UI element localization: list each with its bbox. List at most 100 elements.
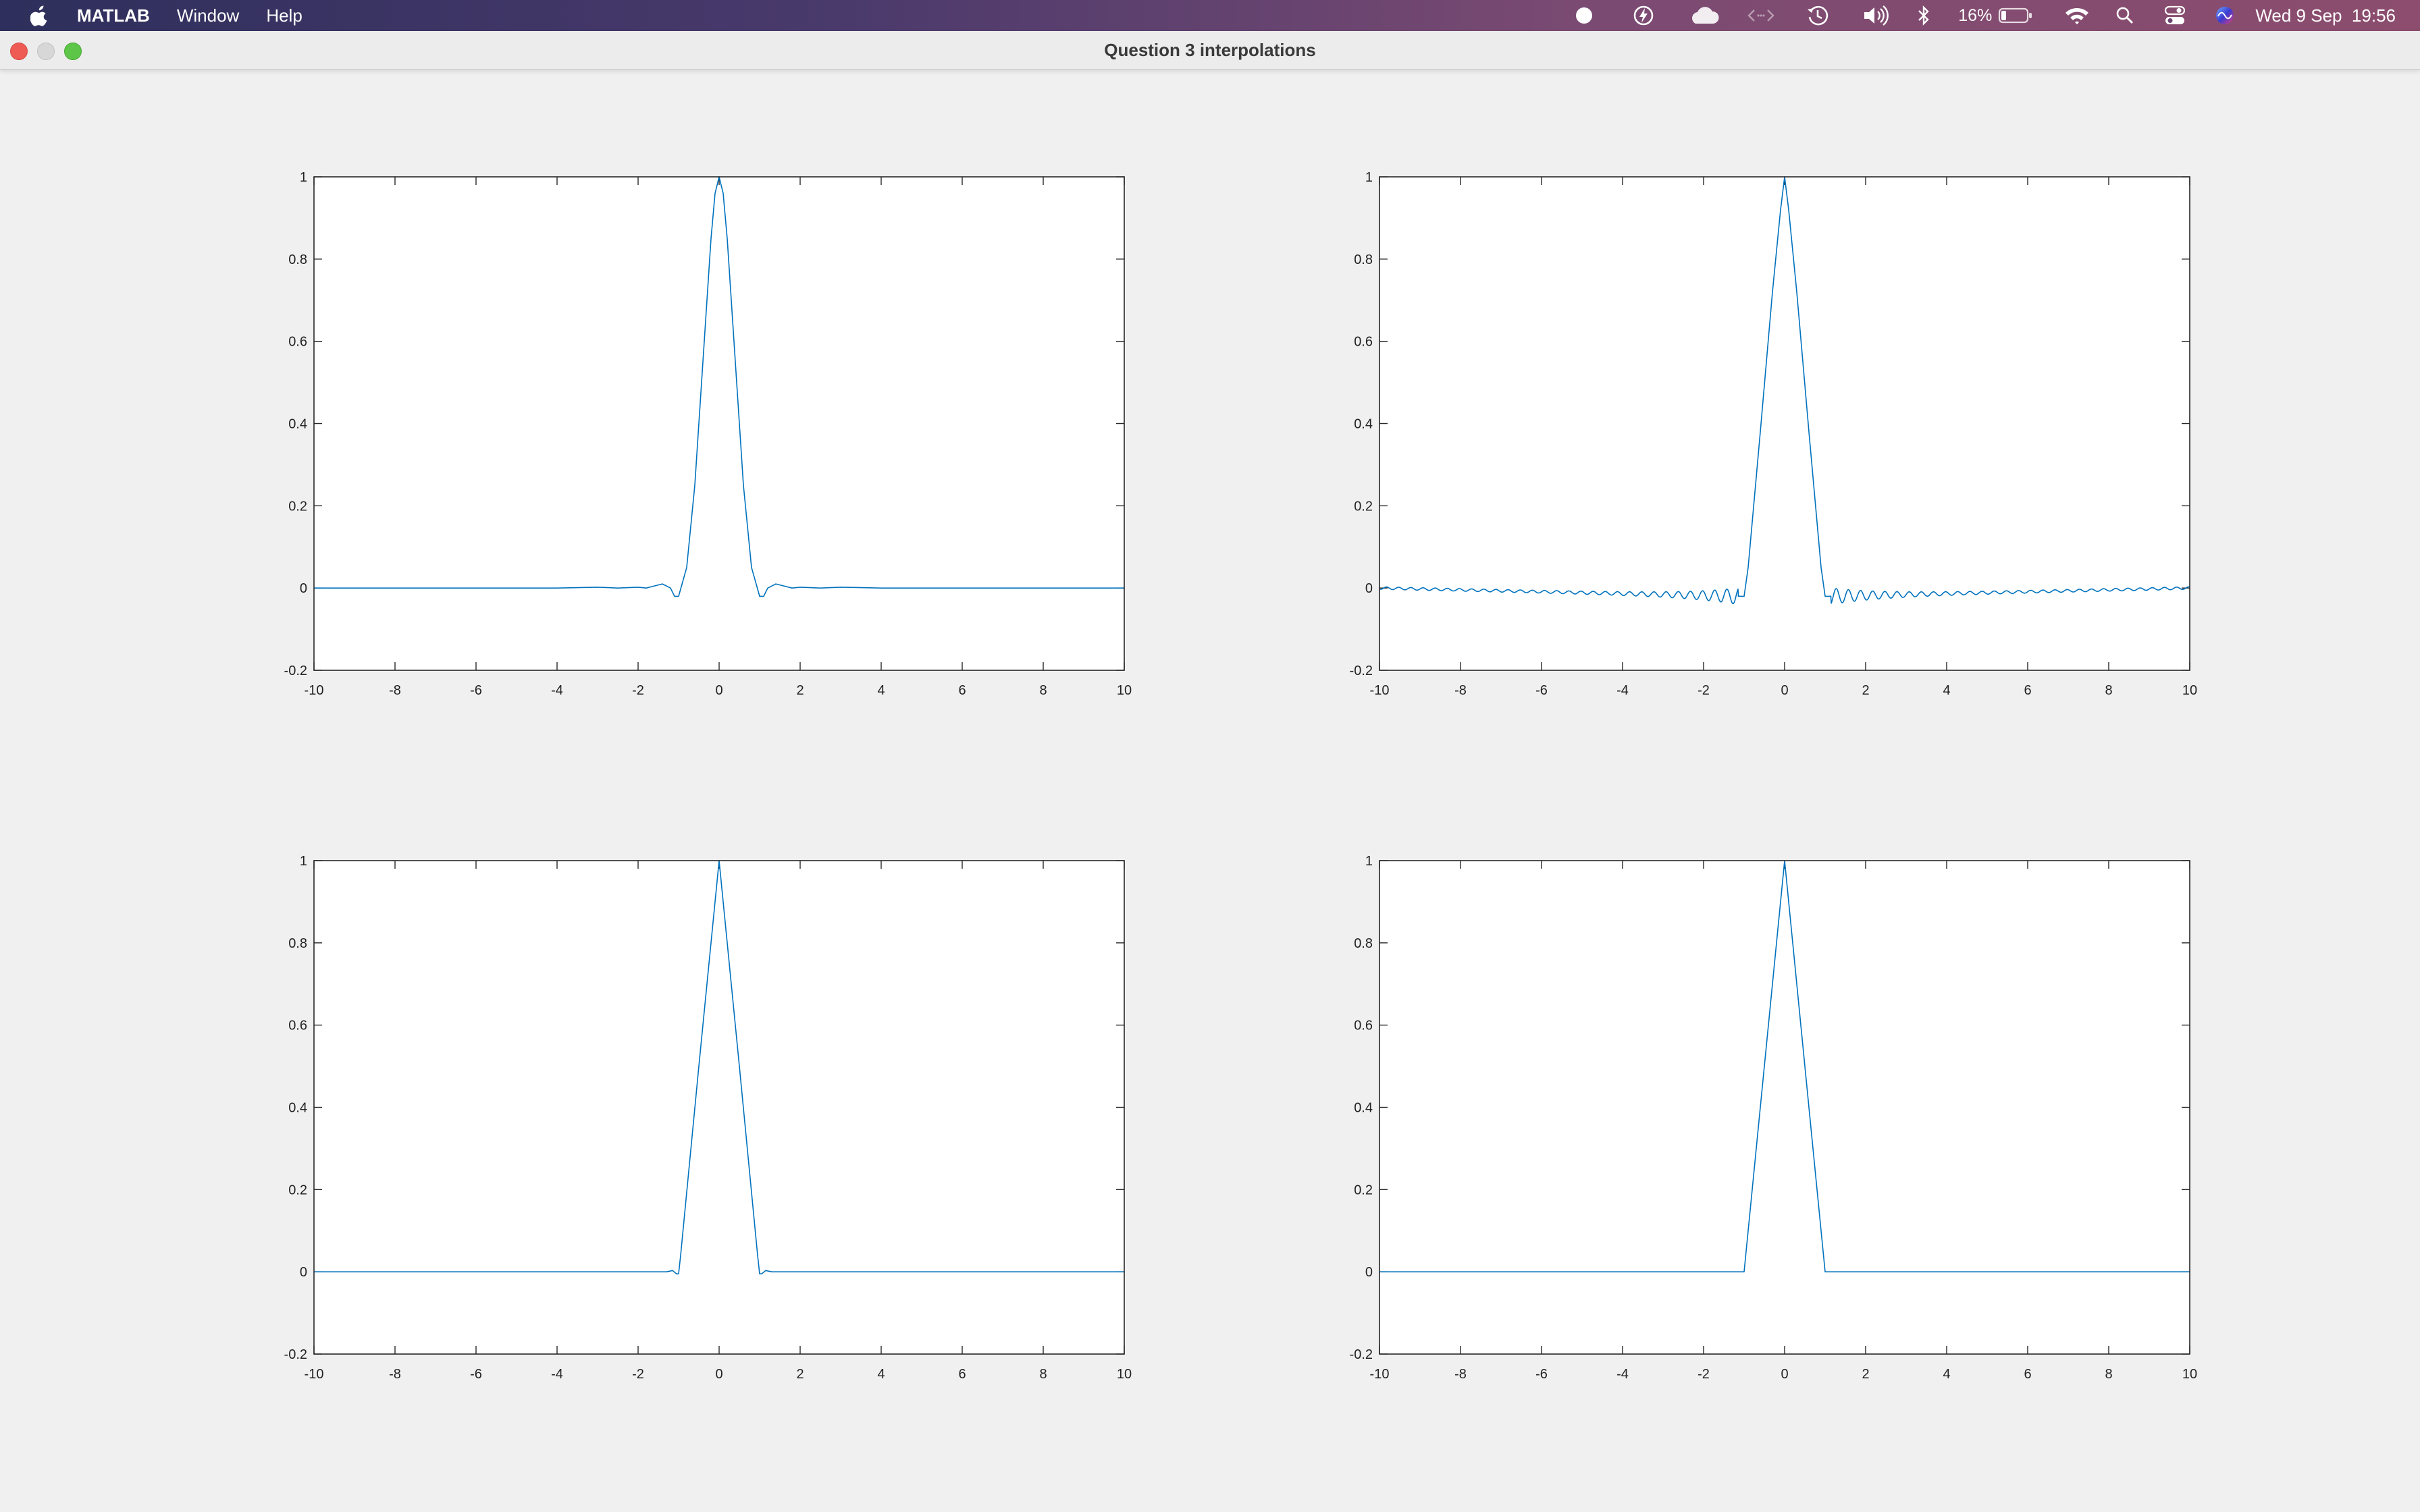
menubar-clock[interactable]: Wed 9 Sep 19:56	[2255, 5, 2396, 26]
y-tick-label: 0.4	[288, 417, 307, 432]
y-tick-label: 0	[300, 581, 307, 596]
x-tick-label: -4	[1616, 1367, 1629, 1382]
x-tick-label: -10	[1370, 683, 1390, 698]
x-tick-label: 4	[1943, 683, 1950, 698]
x-tick-label: 8	[2105, 1367, 2112, 1382]
bluetooth-icon[interactable]	[1914, 0, 1934, 31]
y-tick-label: 0.6	[288, 1019, 307, 1033]
macos-menu-bar: MATLAB Window Help 16%	[0, 0, 2420, 31]
figure-window-titlebar[interactable]: Question 3 interpolations	[0, 31, 2420, 70]
y-tick-label: 0.8	[288, 936, 307, 951]
siri-icon[interactable]	[2213, 0, 2236, 31]
apple-logo-icon[interactable]	[30, 4, 50, 27]
y-tick-label: 0.4	[288, 1101, 307, 1116]
x-tick-label: 0	[715, 683, 722, 698]
x-tick-label: -2	[1698, 683, 1710, 698]
x-tick-label: 10	[1117, 683, 1132, 698]
axes-frame	[313, 860, 1125, 1355]
x-tick-label: 8	[1039, 1367, 1047, 1382]
y-tick-label: 0.2	[1354, 1183, 1373, 1197]
minimize-window-button[interactable]	[37, 43, 55, 60]
y-tick-label: 0.2	[1354, 499, 1373, 514]
x-tick-label: -2	[632, 683, 644, 698]
axes-background	[1379, 177, 2190, 670]
x-tick-label: 0	[1781, 1367, 1788, 1382]
axes-frame	[313, 176, 1125, 671]
subplot-axes-bottom-left: -10 -8 -6 -4 -2 0 2 4 6 8 10 -0.2 0 0.2 0.4 0.6 0.8 1	[284, 854, 1132, 1382]
y-tick-label: 0.8	[1354, 252, 1373, 267]
x-tick-label: 6	[2024, 683, 2031, 698]
menu-help[interactable]: Help	[266, 5, 302, 26]
battery-percent: 16%	[1958, 5, 1993, 25]
y-tick-label: 0.6	[1354, 335, 1373, 350]
y-tick-label: 1	[300, 854, 307, 869]
y-tick-label: -0.2	[1350, 1347, 1373, 1362]
x-tick-label: 4	[877, 1367, 885, 1382]
code-icon[interactable]	[1747, 0, 1774, 31]
x-tick-label: -8	[389, 683, 401, 698]
y-tick-label: 0	[1365, 1265, 1373, 1280]
y-tick-label: 0.6	[1354, 1019, 1373, 1033]
wifi-icon[interactable]	[2063, 0, 2090, 31]
x-tick-label: -4	[551, 1367, 563, 1382]
menu-window[interactable]: Window	[176, 5, 240, 26]
y-tick-label: 0.2	[288, 1183, 307, 1197]
x-tick-label: 10	[2182, 683, 2197, 698]
menu-app-matlab[interactable]: MATLAB	[77, 5, 150, 26]
time-machine-icon[interactable]	[1804, 0, 1831, 31]
x-tick-label: 0	[715, 1367, 722, 1382]
x-tick-label: -4	[551, 683, 563, 698]
subplots-svg: -10 -8 -6 -4 -2 0 2 4 6 8 10-0.200.20.40.60.81-10-…	[284, 170, 2198, 1382]
x-tick-label: -10	[305, 1367, 324, 1382]
y-tick-label: 1	[1365, 170, 1373, 185]
x-tick-label: 6	[958, 683, 966, 698]
x-tick-label: -4	[1616, 683, 1629, 698]
y-tick-label: -0.2	[284, 664, 307, 678]
x-tick-label: 2	[1862, 1367, 1869, 1382]
x-tick-label: -10	[305, 683, 324, 698]
cloud-icon[interactable]	[1687, 0, 1720, 31]
x-tick-label: 2	[796, 683, 804, 698]
x-tick-label: 10	[2182, 1367, 2197, 1382]
y-tick-label: 0.2	[288, 499, 307, 514]
x-tick-label: 2	[796, 1367, 804, 1382]
x-tick-label: 0	[1781, 683, 1788, 698]
record-icon[interactable]	[1571, 0, 1598, 31]
x-tick-label: 6	[958, 1367, 966, 1382]
axes-background	[1379, 861, 2190, 1354]
axes-frame	[1379, 860, 2190, 1355]
y-tick-label: -0.2	[1350, 664, 1373, 678]
axes-frame	[1379, 176, 2190, 671]
subplot-axes-bottom-right: -10 -8 -6 -4 -2 0 2 4 6 8 10 -0.2 0 0.2 0.4 0.6 0.8 1	[1350, 854, 2198, 1382]
y-tick-label: 1	[300, 170, 307, 185]
lightning-icon[interactable]	[1630, 0, 1657, 31]
spotlight-search-icon[interactable]	[2113, 0, 2136, 31]
volume-icon[interactable]	[1861, 0, 1891, 31]
x-tick-label: -10	[1370, 1367, 1390, 1382]
y-tick-label: 1	[1365, 854, 1373, 869]
x-tick-label: 6	[2024, 1367, 2031, 1382]
x-tick-label: -8	[1454, 1367, 1467, 1382]
close-window-button[interactable]	[10, 43, 28, 60]
control-center-icon[interactable]	[2163, 0, 2186, 31]
x-tick-label: -6	[470, 683, 482, 698]
x-tick-label: -6	[1535, 1367, 1548, 1382]
y-tick-label: 0.6	[288, 335, 307, 350]
y-tick-label: -0.2	[284, 1347, 307, 1362]
subplot-axes-top-right: -10 -8 -6 -4 -2 0 2 4 6 8 10 -0.2 0 0.2 0.4 0.6 0.8 1	[1350, 170, 2198, 698]
x-tick-label: -2	[632, 1367, 644, 1382]
x-tick-label: 8	[1039, 683, 1047, 698]
x-tick-label: 4	[1943, 1367, 1950, 1382]
x-tick-label: 2	[1862, 683, 1869, 698]
y-tick-label: 0.8	[288, 252, 307, 267]
battery-icon[interactable]	[1997, 0, 2034, 31]
figure-canvas: -10 -8 -6 -4 -2 0 2 4 6 8 10 -0.2 0 0.2 0.4 0.6 0.8 1 -10-…	[0, 70, 2420, 1512]
x-tick-label: 10	[1117, 1367, 1132, 1382]
maximize-window-button[interactable]	[64, 43, 82, 60]
x-tick-label: -8	[389, 1367, 401, 1382]
axes-background	[314, 861, 1124, 1354]
axes-background	[314, 177, 1124, 670]
y-tick-label: 0	[1365, 581, 1373, 596]
x-tick-label: -6	[470, 1367, 482, 1382]
window-title: Question 3 interpolations	[1104, 40, 1316, 60]
